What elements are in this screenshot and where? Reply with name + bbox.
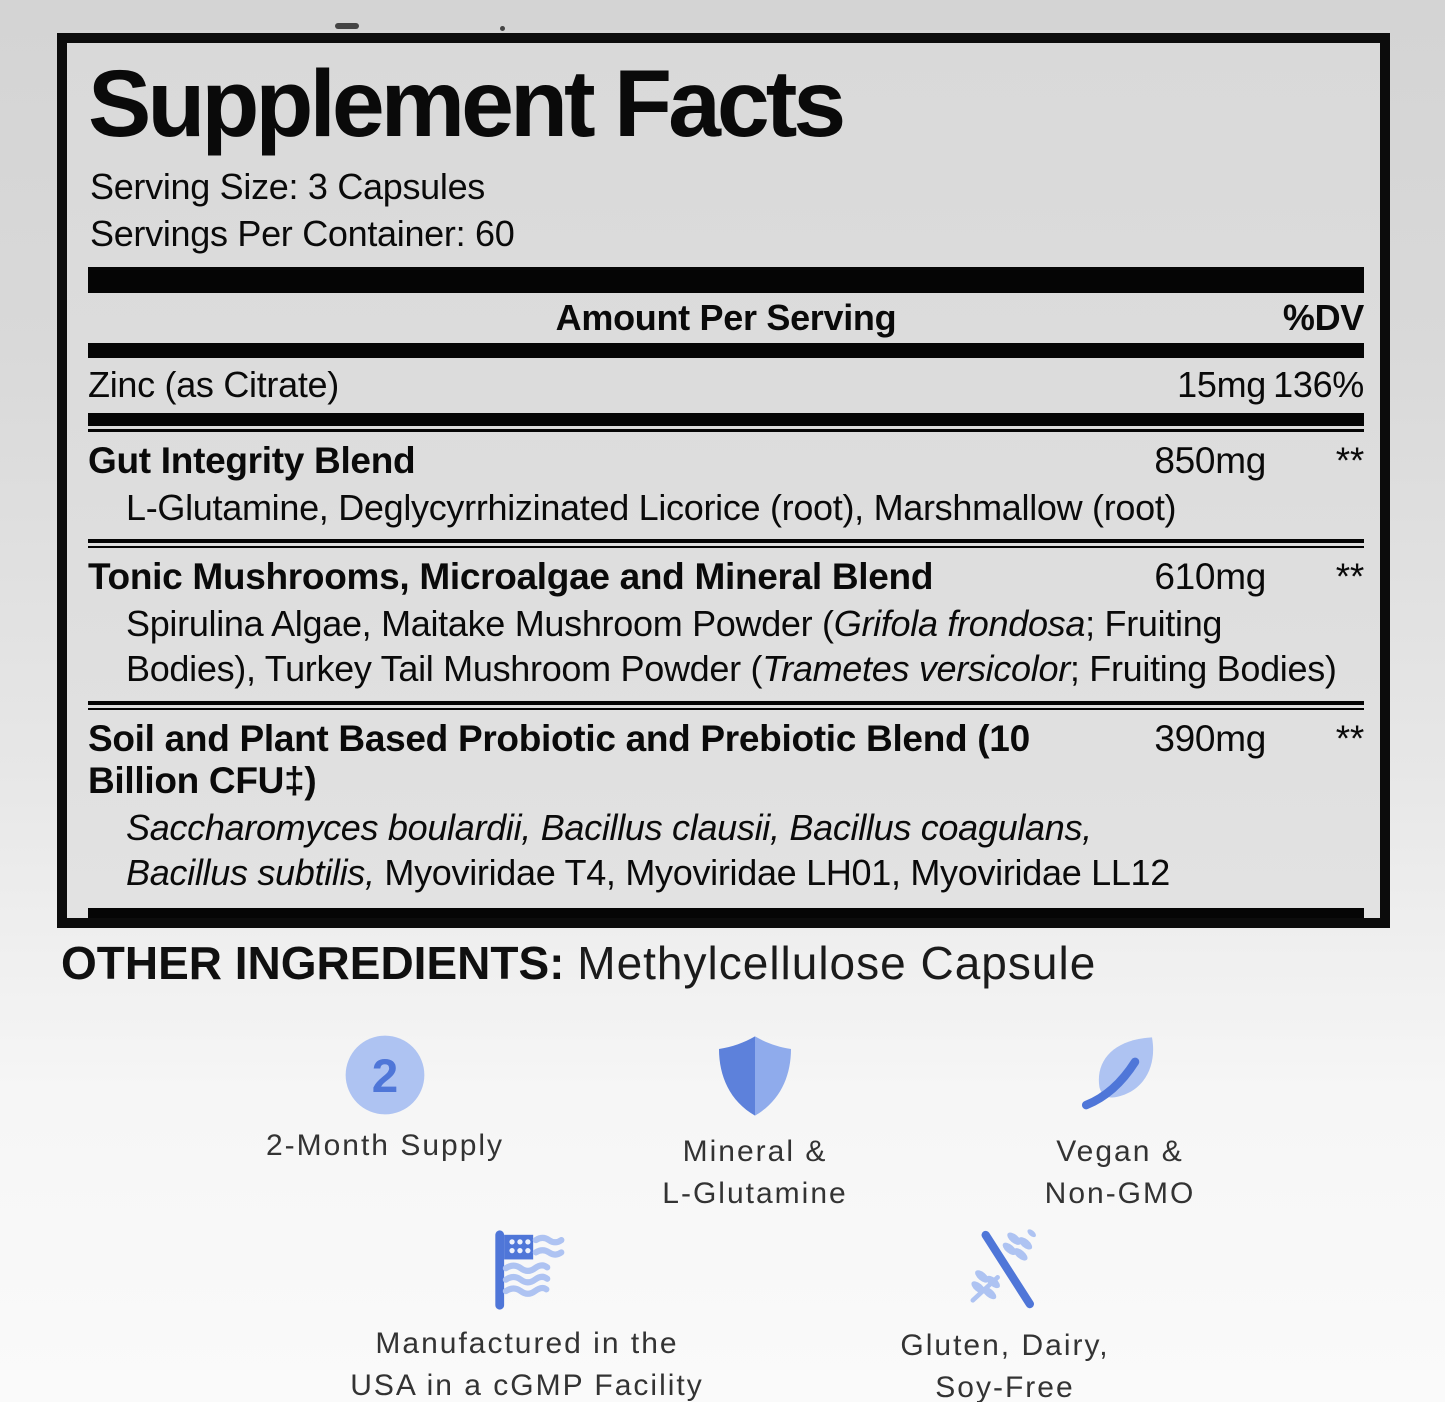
blend-ingredients: Saccharomyces boulardii, Bacillus clausi… bbox=[88, 805, 1364, 900]
blend-ingredient-line: Spirulina Algae, Maitake Mushroom Powder… bbox=[126, 602, 1223, 644]
ingredient-amount: 15mg bbox=[1177, 363, 1266, 405]
cropped-text-artifact bbox=[335, 23, 359, 29]
ingredient-dv: 136% bbox=[1273, 363, 1364, 405]
usa-flag-icon bbox=[495, 1230, 565, 1310]
table-header-row: Amount Per Serving %DV bbox=[88, 293, 1365, 343]
section-double-rule bbox=[88, 700, 1364, 710]
blend-amount: 610mg bbox=[1154, 555, 1266, 597]
table-row: Soil and Plant Based Probiotic and Prebi… bbox=[88, 710, 1364, 802]
medium-divider-bar bbox=[88, 342, 1364, 358]
thick-divider-bar bbox=[88, 266, 1364, 293]
badge-made-in-usa: Manufactured in the USA in a cGMP Facili… bbox=[317, 1226, 737, 1402]
blend-amount: 850mg bbox=[1154, 439, 1266, 481]
blend-amount: 390mg bbox=[1154, 717, 1266, 759]
percent-dv-header: %DV bbox=[1282, 296, 1364, 338]
badge-vegan-nongmo: Vegan & Non-GMO bbox=[970, 1028, 1270, 1215]
blend-ingredients: Spirulina Algae, Maitake Mushroom Powder… bbox=[88, 601, 1364, 696]
thick-divider-bar bbox=[88, 908, 1364, 918]
serving-size: Serving Size: 3 Capsules bbox=[90, 166, 486, 207]
heavy-double-rule bbox=[88, 412, 1364, 432]
badge-label: 2-Month Supply bbox=[265, 1129, 505, 1162]
amount-per-serving-header: Amount Per Serving bbox=[555, 296, 897, 338]
badge-label: Mineral & L-Glutamine bbox=[662, 1135, 848, 1210]
servings-per-container: Servings Per Container: 60 bbox=[90, 212, 515, 254]
other-ingredients-label: OTHER INGREDIENTS: bbox=[61, 937, 565, 989]
ingredient-name: Zinc (as Citrate) bbox=[88, 363, 339, 405]
blend-ingredient-line: Saccharomyces boulardii, Bacillus clausi… bbox=[126, 806, 1092, 848]
badge-2-month-supply: 2 2-Month Supply bbox=[225, 1034, 545, 1167]
no-gluten-icon bbox=[970, 1229, 1036, 1309]
blend-name: Soil and Plant Based Probiotic and Prebi… bbox=[88, 717, 1030, 801]
two-circle-icon: 2 bbox=[345, 1035, 425, 1115]
badge-mineral-glutamine: Mineral & L-Glutamine bbox=[605, 1030, 905, 1215]
blend-ingredient-line: L-Glutamine, Deglycyrrhizinated Licorice… bbox=[126, 486, 1177, 528]
other-ingredients: OTHER INGREDIENTS: Methylcellulose Capsu… bbox=[61, 936, 1096, 990]
badge-gluten-dairy-soy-free: Gluten, Dairy, Soy-Free bbox=[850, 1224, 1160, 1402]
badge-label: Gluten, Dairy, Soy-Free bbox=[900, 1329, 1110, 1402]
leaf-icon bbox=[1081, 1037, 1154, 1110]
blend-ingredients: L-Glutamine, Deglycyrrhizinated Licorice… bbox=[88, 485, 1364, 534]
blend-name: Tonic Mushrooms, Microalgae and Mineral … bbox=[88, 555, 934, 597]
blend-dv: ** bbox=[1335, 555, 1365, 597]
blend-name: Gut Integrity Blend bbox=[88, 439, 416, 481]
panel-title: Supplement Facts bbox=[88, 51, 846, 157]
table-row: Tonic Mushrooms, Microalgae and Mineral … bbox=[88, 548, 1364, 598]
section-double-rule bbox=[88, 538, 1364, 548]
cropped-text-artifact bbox=[500, 26, 505, 31]
blend-ingredient-line: Bacillus subtilis, Myoviridae T4, Myovir… bbox=[126, 852, 1171, 894]
badge-label: Manufactured in the USA in a cGMP Facili… bbox=[350, 1327, 704, 1402]
shield-icon bbox=[719, 1036, 791, 1116]
table-row: Gut Integrity Blend 850mg ** bbox=[88, 432, 1364, 482]
blend-dv: ** bbox=[1335, 717, 1365, 759]
blend-dv: ** bbox=[1335, 439, 1365, 481]
blend-ingredient-line: Bodies), Turkey Tail Mushroom Powder (Tr… bbox=[126, 648, 1337, 690]
badge-number: 2 bbox=[372, 1050, 398, 1103]
table-row: Zinc (as Citrate) 15mg 136% bbox=[88, 358, 1364, 413]
other-ingredients-value: Methylcellulose Capsule bbox=[577, 937, 1097, 989]
supplement-facts-panel: Supplement Facts Serving Size: 3 Capsule… bbox=[57, 33, 1390, 928]
badge-label: Vegan & Non-GMO bbox=[1044, 1135, 1196, 1210]
